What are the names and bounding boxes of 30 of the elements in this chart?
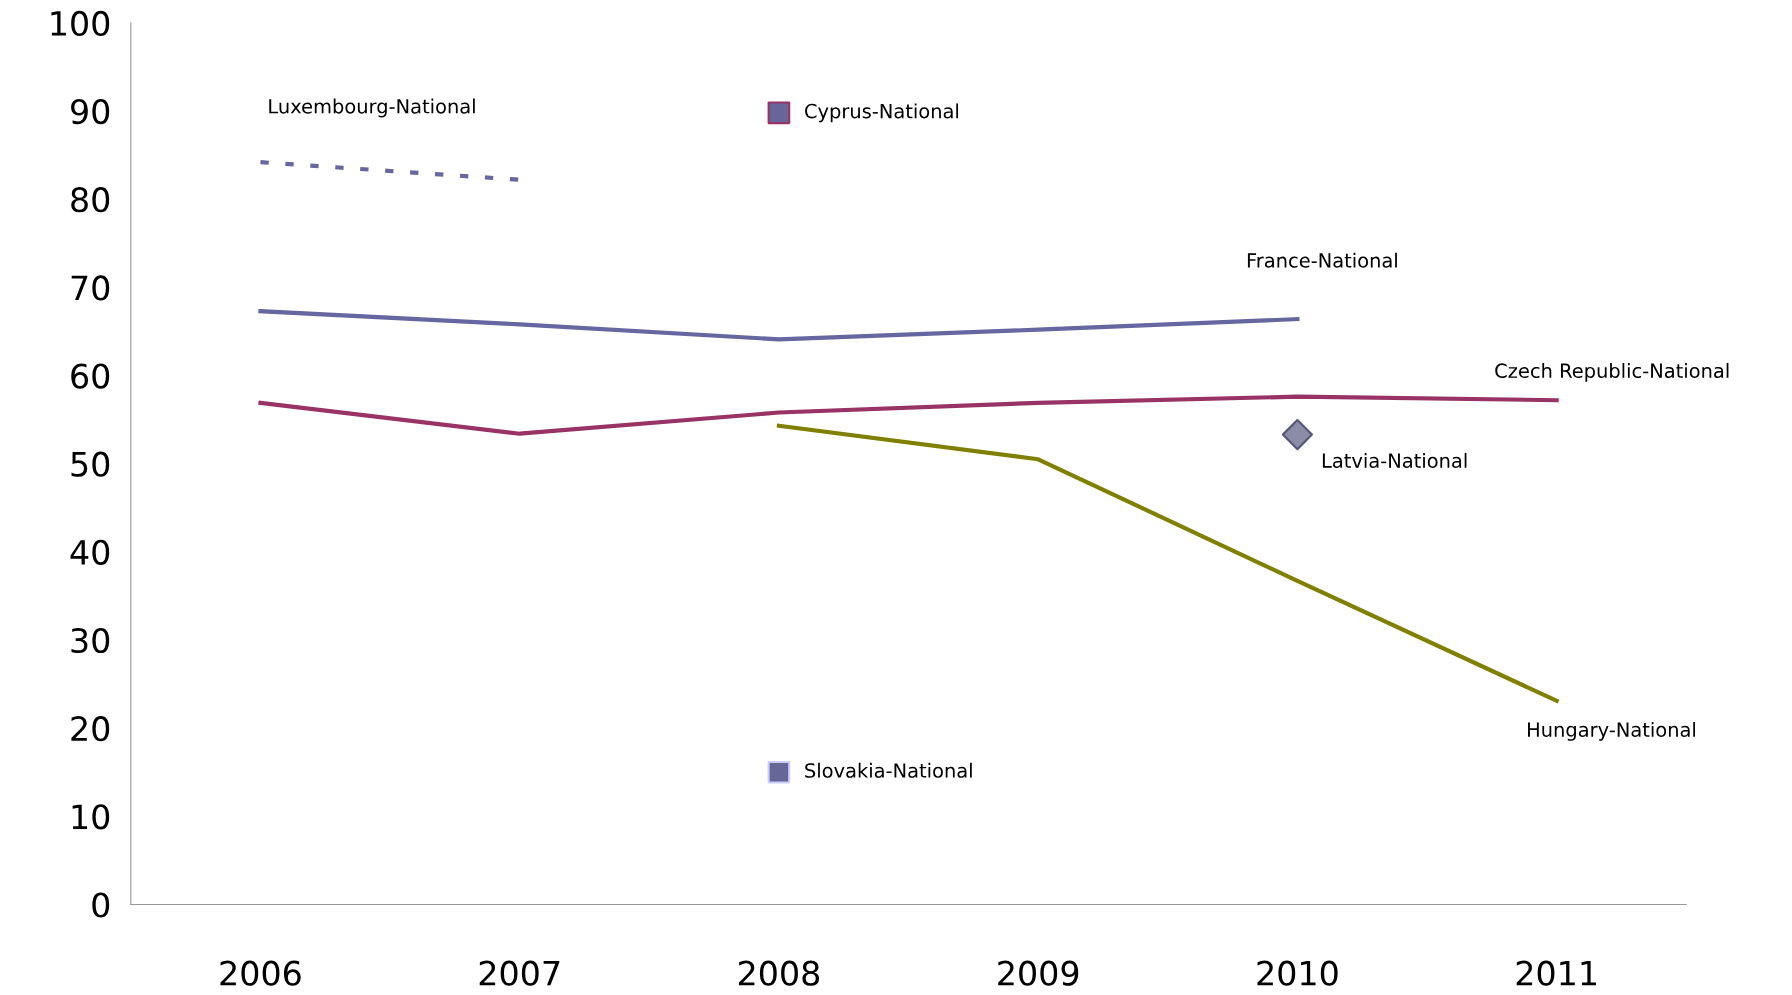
series-label: Hungary-National [1528, 721, 1695, 741]
x-tick-label: 2009 [998, 960, 1079, 986]
text: Luxembourg-National [269, 98, 475, 118]
y-tick-label: 80 [71, 187, 110, 213]
x-tick-label: 2006 [220, 960, 301, 986]
text: France-National [1247, 252, 1397, 268]
series-label: Czech Republic-National [1495, 363, 1729, 382]
point [767, 101, 791, 125]
y-tick-label: 60 [71, 363, 110, 389]
line-series [776, 423, 1559, 703]
x-tick-label: 2010 [1257, 960, 1338, 986]
series-label: Latvia-National [1322, 452, 1467, 468]
point [767, 760, 791, 784]
line-series [258, 309, 1300, 342]
y-tick-label: 90 [71, 98, 110, 125]
series-label: Cyprus-National [805, 103, 959, 123]
y-tick-label: 100 [51, 10, 110, 37]
x-tick-label: 2007 [479, 960, 560, 986]
y-tick-label: 20 [71, 716, 110, 742]
y-tick-label: 10 [72, 804, 110, 830]
x-tick-label: 2011 [1516, 960, 1596, 986]
y-tick-label: 30 [71, 627, 110, 654]
x-tick-label: 2008 [738, 960, 820, 986]
y-tick-label: 70 [71, 275, 110, 301]
y-tick-label: 50 [71, 451, 110, 477]
y-tick-label: 0 [92, 892, 110, 918]
line-series [258, 394, 1559, 436]
y-tick-label: 40 [70, 539, 110, 565]
series-label: Slovakia-National [805, 762, 972, 778]
point [1281, 418, 1314, 451]
